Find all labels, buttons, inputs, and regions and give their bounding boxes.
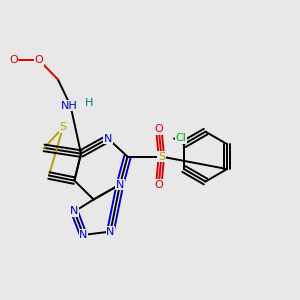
Text: O: O: [154, 124, 164, 134]
Text: S: S: [158, 152, 165, 162]
Text: N: N: [106, 226, 115, 237]
Text: N: N: [70, 206, 79, 217]
Text: N: N: [104, 134, 112, 144]
Text: NH: NH: [61, 100, 77, 111]
Text: Cl: Cl: [176, 134, 187, 143]
Text: H: H: [85, 98, 93, 108]
Text: N: N: [79, 230, 88, 240]
Text: O: O: [34, 55, 43, 65]
Text: S: S: [59, 122, 67, 133]
Text: O: O: [154, 179, 164, 190]
Text: O: O: [9, 55, 18, 65]
Text: N: N: [116, 179, 124, 190]
